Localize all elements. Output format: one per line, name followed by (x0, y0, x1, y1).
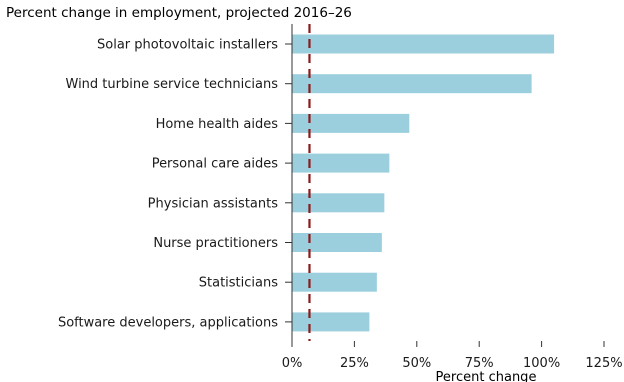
category-label-wind-turbine-service-technicians: Wind turbine service technicians (66, 77, 279, 92)
bar-wind-turbine-service-technicians (292, 74, 532, 94)
bar-nurse-practitioners (292, 233, 382, 252)
chart-title: Percent change in employment, projected … (6, 5, 352, 21)
category-label-solar-photovoltaic-installers: Solar photovoltaic installers (97, 38, 278, 53)
category-label-statisticians: Statisticians (199, 276, 278, 291)
x-tick-label: 25% (340, 356, 369, 371)
bar-statisticians (292, 272, 377, 292)
bar-software-developers-applications (292, 312, 370, 332)
x-tick-label: 50% (402, 356, 431, 371)
bar-solar-photovoltaic-installers (292, 34, 555, 54)
category-label-software-developers-applications: Software developers, applications (58, 315, 278, 330)
x-tick-label: 75% (465, 356, 494, 371)
category-label-personal-care-aides: Personal care aides (152, 157, 279, 172)
category-label-home-health-aides: Home health aides (156, 117, 279, 132)
x-tick-label: 125% (585, 356, 622, 371)
bar-personal-care-aides (292, 153, 390, 173)
category-labels-group: Solar photovoltaic installers Wind turbin… (58, 38, 292, 330)
bar-physician-assistants (292, 193, 385, 213)
bars-group (292, 34, 555, 332)
x-axis-title: Percent change (436, 370, 537, 382)
x-tick-label: 100% (523, 356, 560, 371)
category-label-nurse-practitioners: Nurse practitioners (153, 236, 278, 251)
bar-home-health-aides (292, 113, 410, 133)
category-label-physician-assistants: Physician assistants (148, 196, 279, 211)
x-tick-label: 0% (282, 356, 303, 371)
x-axis: 0% 25% 50% 75% 100% 125% (282, 24, 623, 371)
